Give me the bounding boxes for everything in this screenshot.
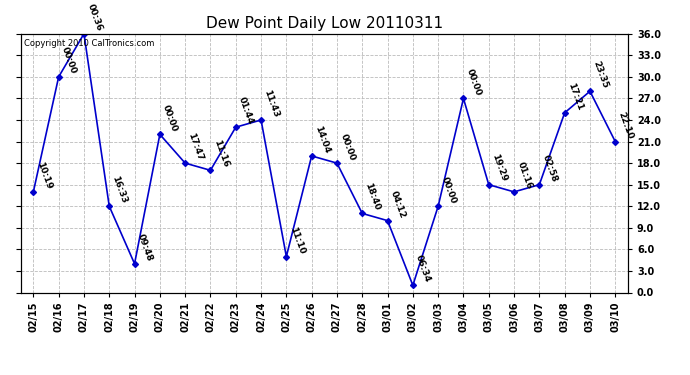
Text: 11:43: 11:43 [262, 88, 281, 118]
Text: 02:58: 02:58 [541, 153, 559, 183]
Text: 11:16: 11:16 [212, 139, 230, 169]
Text: 17:21: 17:21 [566, 81, 584, 111]
Title: Dew Point Daily Low 20110311: Dew Point Daily Low 20110311 [206, 16, 443, 31]
Text: 00:00: 00:00 [440, 176, 457, 205]
Text: 18:40: 18:40 [364, 182, 382, 212]
Text: 00:00: 00:00 [465, 68, 483, 97]
Text: 22:10: 22:10 [617, 110, 635, 140]
Text: 01:16: 01:16 [515, 160, 533, 190]
Text: Copyright 2010 CalTronics.com: Copyright 2010 CalTronics.com [23, 39, 154, 48]
Text: 00:00: 00:00 [60, 46, 78, 75]
Text: 14:04: 14:04 [313, 124, 331, 154]
Text: 17:47: 17:47 [186, 131, 205, 162]
Text: 16:33: 16:33 [110, 175, 129, 205]
Text: 04:12: 04:12 [389, 189, 407, 219]
Text: 10:19: 10:19 [34, 160, 53, 190]
Text: 09:48: 09:48 [136, 232, 155, 262]
Text: 23:35: 23:35 [591, 60, 609, 90]
Text: 00:00: 00:00 [161, 104, 179, 133]
Text: 01:44: 01:44 [237, 96, 255, 126]
Text: 00:00: 00:00 [338, 132, 357, 162]
Text: 06:34: 06:34 [414, 254, 433, 284]
Text: 00:36: 00:36 [86, 3, 104, 32]
Text: 19:29: 19:29 [490, 153, 509, 183]
Text: 11:10: 11:10 [288, 225, 306, 255]
